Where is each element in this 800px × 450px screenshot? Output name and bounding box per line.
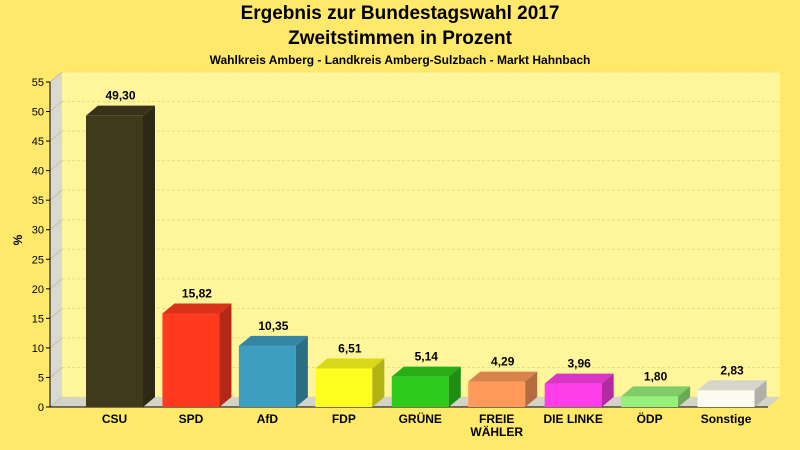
x-tick-label: FREIE bbox=[479, 412, 514, 426]
bar-side bbox=[525, 371, 538, 407]
bar-top bbox=[162, 303, 232, 314]
grid-line-side bbox=[49, 307, 63, 319]
x-tick-label: CSU bbox=[102, 412, 127, 426]
grid-line-side bbox=[49, 71, 63, 83]
bar-top bbox=[697, 380, 767, 391]
bar-side bbox=[678, 386, 691, 407]
bar-side bbox=[601, 373, 614, 407]
grid-line-side bbox=[49, 189, 63, 201]
bar-value-label: 4,29 bbox=[491, 355, 515, 369]
bar-front bbox=[544, 383, 602, 407]
bar-front bbox=[162, 313, 220, 407]
y-tick-label: 30 bbox=[32, 225, 44, 237]
bar-front bbox=[86, 115, 143, 407]
chart-title: Ergebnis zur Bundestagswahl 2017 bbox=[240, 3, 560, 24]
bar-front bbox=[621, 396, 679, 407]
plot-back-wall bbox=[62, 72, 780, 397]
bar-side bbox=[143, 105, 155, 407]
bar-top bbox=[544, 373, 614, 384]
bar-top bbox=[86, 105, 155, 116]
y-tick-label: 5 bbox=[38, 372, 44, 384]
bar-side bbox=[448, 366, 461, 407]
y-tick-label: 50 bbox=[32, 107, 44, 119]
plot-left-wall bbox=[50, 72, 62, 407]
grid-line-side bbox=[49, 367, 63, 378]
bar-front bbox=[391, 376, 449, 407]
bar-side bbox=[295, 335, 308, 407]
chart-subtitle: Zweitstimmen in Prozent bbox=[288, 28, 512, 49]
x-tick-label: ÖDP bbox=[637, 411, 663, 426]
bar-value-label: 2,83 bbox=[720, 363, 744, 377]
y-tick-label: 35 bbox=[32, 195, 44, 207]
bar-side bbox=[372, 358, 385, 407]
x-tick-label: FDP bbox=[332, 412, 356, 426]
y-tick-label: 20 bbox=[32, 284, 44, 296]
bar-side bbox=[754, 380, 767, 407]
bar-top bbox=[468, 371, 538, 382]
bar-front bbox=[468, 381, 526, 407]
y-tick-label: 15 bbox=[32, 313, 44, 325]
bar-value-label: 10,35 bbox=[258, 319, 288, 333]
bar-value-label: 1,80 bbox=[644, 369, 668, 383]
y-tick-label: 45 bbox=[32, 136, 44, 148]
x-tick-label: AfD bbox=[257, 412, 279, 426]
grid-line-side bbox=[49, 130, 63, 142]
grid-line-side bbox=[49, 278, 63, 290]
bar-top bbox=[621, 386, 691, 397]
y-tick-label: 0 bbox=[38, 402, 44, 414]
grid-line-side bbox=[49, 101, 63, 112]
bar-value-label: 49,30 bbox=[105, 89, 135, 103]
bar-front bbox=[315, 368, 373, 407]
y-tick-label: 40 bbox=[32, 166, 44, 178]
bar-front bbox=[697, 390, 755, 407]
bar-top bbox=[315, 358, 385, 369]
grid-line-side bbox=[49, 248, 63, 260]
y-axis-label: % bbox=[11, 234, 25, 245]
x-tick-label: WÄHLER bbox=[470, 424, 523, 439]
grid-line-side bbox=[49, 396, 63, 408]
bar-value-label: 6,51 bbox=[338, 342, 362, 356]
chart-subtitle-2: Wahlkreis Amberg - Landkreis Amberg-Sulz… bbox=[209, 53, 591, 67]
y-tick-label: 55 bbox=[32, 77, 44, 89]
y-tick-label: 25 bbox=[32, 254, 44, 266]
x-tick-label: SPD bbox=[179, 412, 204, 426]
bar-value-label: 15,82 bbox=[182, 287, 212, 301]
x-tick-label: Sonstige bbox=[701, 412, 752, 426]
bar-front bbox=[238, 345, 296, 407]
bar-value-label: 3,96 bbox=[567, 357, 591, 371]
grid-line-side bbox=[49, 337, 63, 349]
grid-line-side bbox=[49, 219, 63, 231]
grid-line-side bbox=[49, 160, 63, 172]
x-tick-label: DIE LINKE bbox=[543, 412, 602, 426]
bar-value-label: 5,14 bbox=[415, 350, 439, 364]
bar-top bbox=[238, 335, 308, 346]
bar-top bbox=[391, 366, 461, 377]
bar-side bbox=[219, 303, 232, 407]
y-tick-label: 10 bbox=[32, 343, 44, 355]
x-tick-label: GRÜNE bbox=[399, 411, 442, 426]
